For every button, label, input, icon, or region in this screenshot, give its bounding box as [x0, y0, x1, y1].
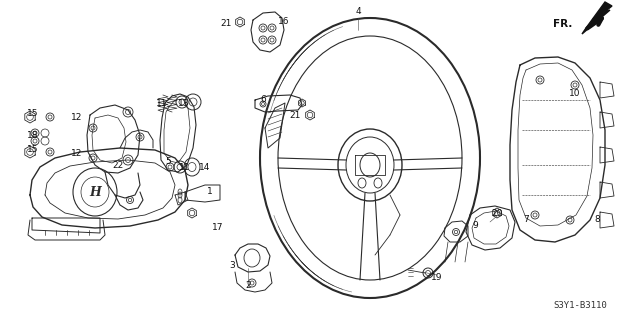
Text: 14: 14	[199, 164, 211, 173]
Text: 7: 7	[523, 216, 529, 225]
Text: 3: 3	[229, 261, 235, 270]
Text: 12: 12	[71, 149, 83, 158]
Text: 20: 20	[492, 209, 502, 218]
FancyArrowPatch shape	[588, 18, 602, 28]
Text: H: H	[89, 186, 101, 198]
Text: 15: 15	[28, 145, 39, 153]
Text: 2: 2	[245, 280, 251, 290]
Text: 13: 13	[179, 99, 189, 108]
Text: 11: 11	[179, 164, 191, 173]
Text: 19: 19	[431, 273, 443, 283]
Text: 11: 11	[156, 99, 168, 108]
Text: 16: 16	[278, 17, 290, 26]
Text: 10: 10	[569, 88, 580, 98]
Text: 6: 6	[260, 95, 266, 105]
Text: 4: 4	[355, 8, 361, 17]
Text: 21: 21	[220, 19, 232, 27]
Text: 17: 17	[212, 224, 224, 233]
Text: S3Y1-B3110: S3Y1-B3110	[553, 300, 607, 309]
Text: 5: 5	[165, 158, 171, 167]
Text: 12: 12	[71, 113, 83, 122]
Text: 21: 21	[289, 110, 301, 120]
Text: FR.: FR.	[552, 19, 572, 29]
Text: 9: 9	[472, 220, 478, 229]
Text: 1: 1	[207, 188, 213, 197]
Polygon shape	[582, 2, 612, 34]
Text: 18: 18	[28, 131, 39, 140]
Text: 22: 22	[113, 161, 124, 170]
Text: 8: 8	[594, 216, 600, 225]
Text: 15: 15	[28, 108, 39, 117]
